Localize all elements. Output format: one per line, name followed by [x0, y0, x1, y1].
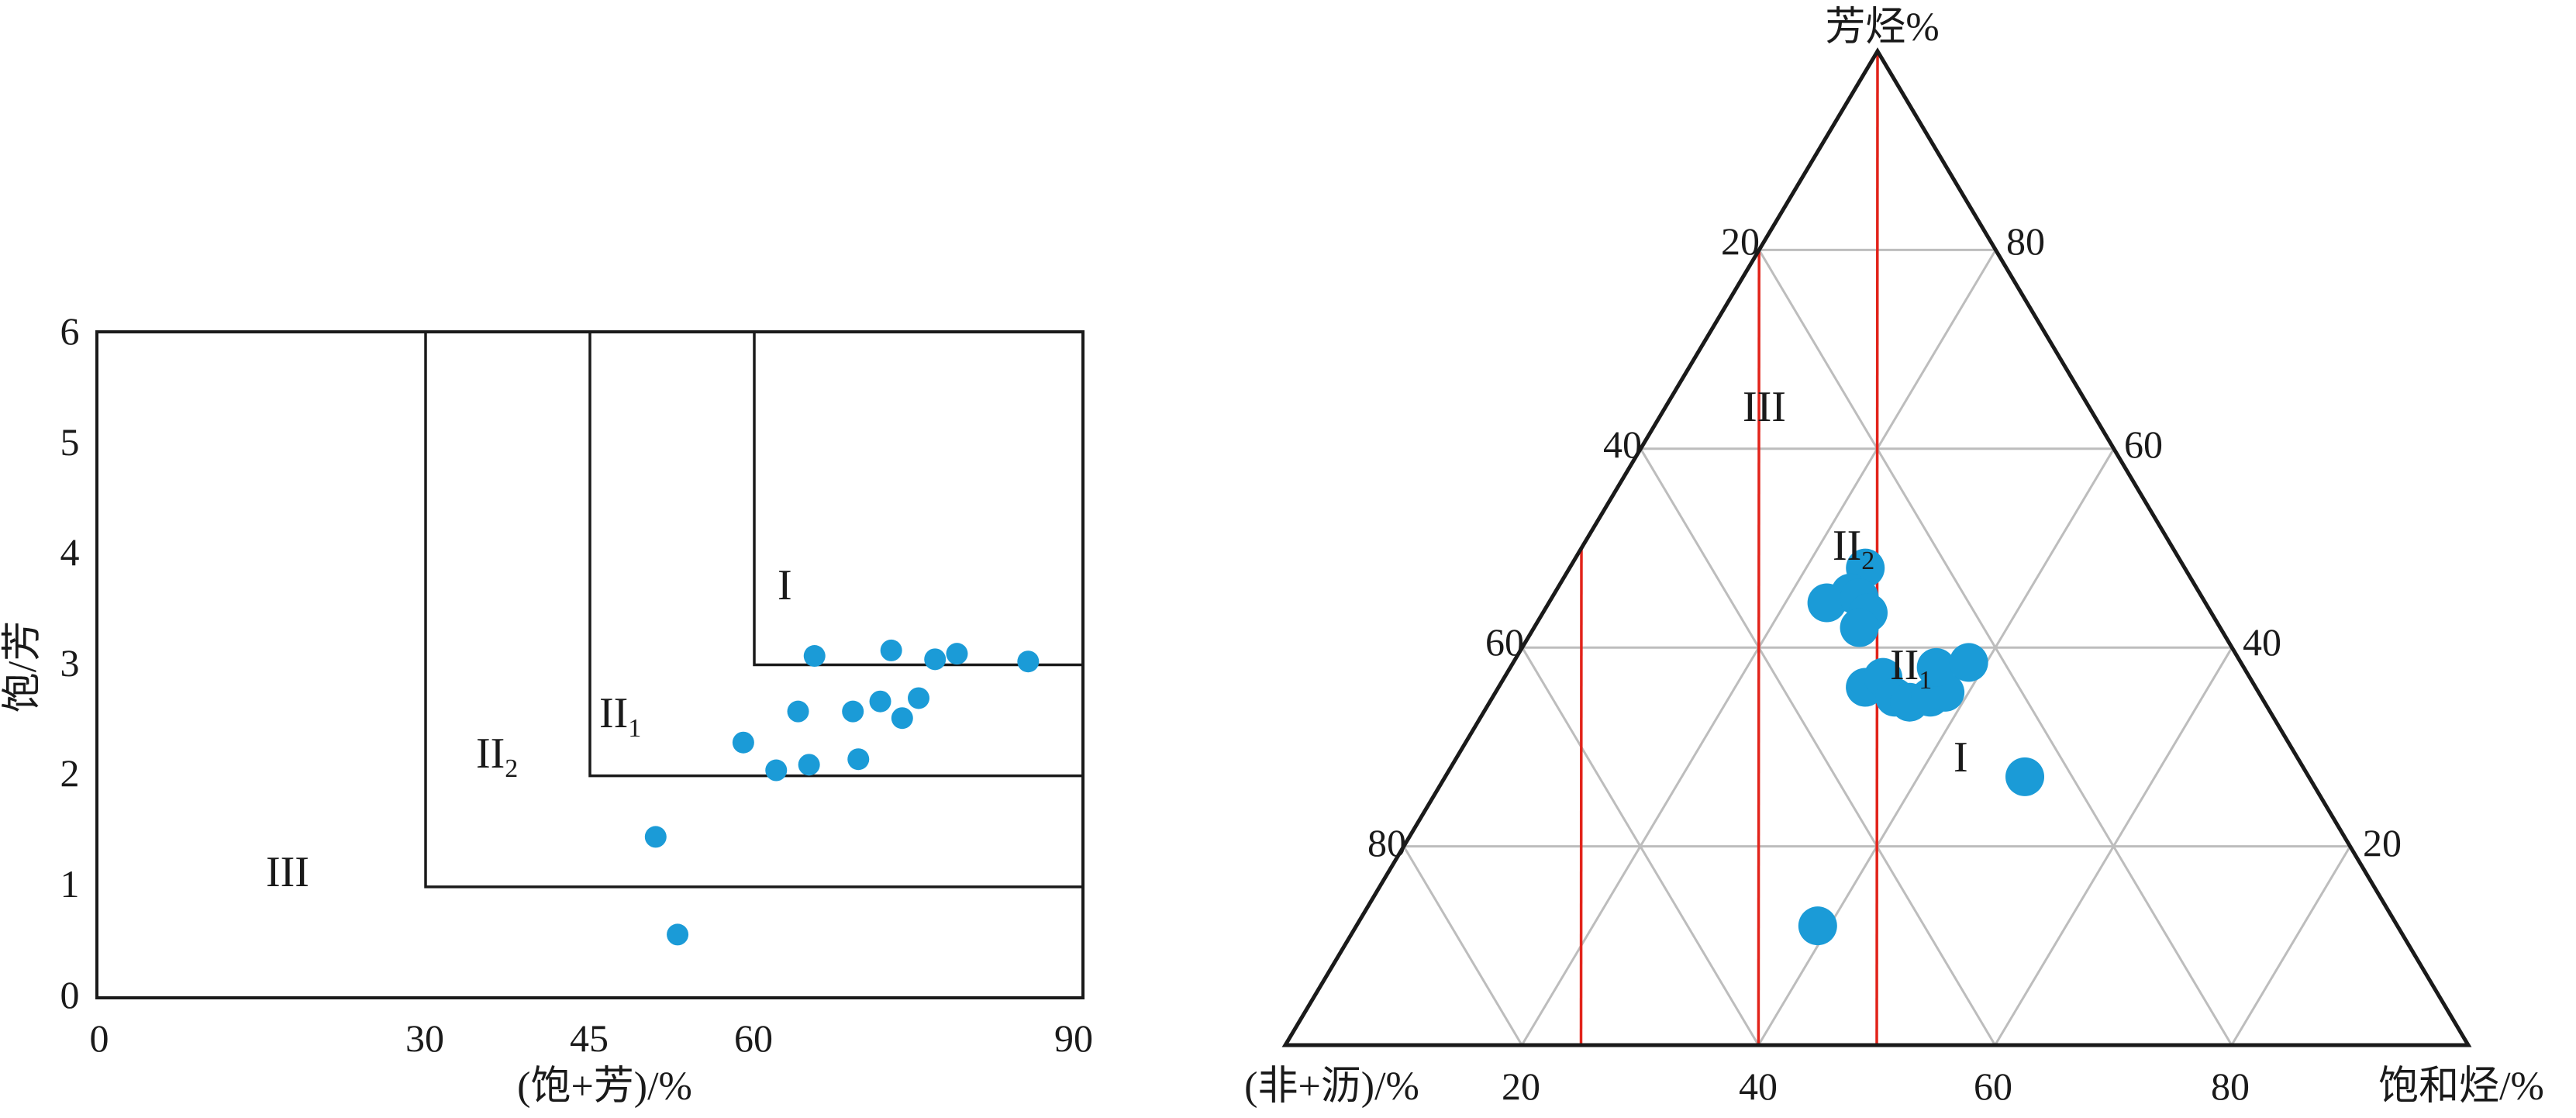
tick-label: 40 — [1739, 1065, 1778, 1108]
y-tick-label: 2 — [60, 751, 80, 795]
zone-boundary-line — [588, 332, 1083, 778]
data-point — [842, 700, 864, 723]
grid-line — [1402, 845, 1523, 1046]
x-tick-label: 30 — [405, 1016, 444, 1060]
zone-label-II2: II2 — [1833, 522, 1874, 575]
y-tick-label: 5 — [60, 420, 80, 464]
data-point — [787, 700, 809, 723]
data-point — [1949, 643, 1988, 682]
tick-label: 40 — [2243, 620, 2281, 664]
zone-label-II1: II1 — [1890, 641, 1932, 695]
y-tick-label: 3 — [60, 641, 80, 685]
data-point — [1840, 608, 1879, 647]
grid-line — [2230, 845, 2351, 1046]
data-point — [798, 754, 820, 776]
data-point — [732, 731, 754, 754]
zone-boundary-line — [424, 332, 1083, 889]
data-point — [644, 826, 667, 848]
right-axis-title: 饱和烃/% — [2378, 1065, 2544, 1109]
y-axis-title: 饱/芳 — [1, 621, 45, 713]
left-edge-tick-labels: 20 40 60 80 — [1367, 219, 1760, 864]
top-axis-title: 芳烃% — [1825, 5, 1939, 50]
data-point — [924, 648, 947, 671]
tick-label: 60 — [2124, 423, 2163, 466]
zone-label-I: I — [1954, 733, 1968, 782]
data-point — [869, 690, 891, 713]
ternary-chart-right: 20 40 60 80 20 40 60 80 20 40 60 80 芳烃% … — [1244, 5, 2544, 1109]
tick-label: 20 — [2363, 821, 2402, 864]
data-points — [644, 639, 1040, 946]
data-point — [880, 639, 902, 661]
data-point — [803, 645, 826, 668]
tick-label: 20 — [1502, 1065, 1540, 1108]
tick-label: 40 — [1603, 423, 1642, 466]
zone-label-III: III — [266, 848, 309, 896]
data-point — [847, 748, 870, 771]
right-edge-tick-labels: 20 40 60 80 — [2006, 219, 2402, 864]
bottom-edge-tick-labels: 20 40 60 80 — [1502, 1065, 2250, 1108]
x-tick-labels: 0 30 45 60 90 — [90, 1016, 1094, 1060]
y-tick-label: 4 — [60, 530, 80, 574]
tick-label: 80 — [2006, 219, 2045, 263]
zone-boundaries — [424, 332, 1083, 889]
data-point — [765, 759, 788, 782]
grid-line — [1994, 647, 2233, 1046]
grid-line — [1521, 647, 1760, 1046]
zone-label-II2: II2 — [476, 730, 518, 783]
data-point — [667, 923, 689, 946]
zone-boundary-lines — [1579, 50, 1879, 1046]
data-point — [2005, 757, 2045, 796]
y-tick-labels: 0 1 2 3 4 5 6 — [60, 309, 80, 1016]
ternary-frame — [1281, 47, 2472, 1047]
grid-line — [1757, 448, 2116, 1046]
ternary-grid — [1402, 248, 2351, 1046]
plot-frame — [95, 330, 1085, 999]
data-points — [1798, 548, 2045, 946]
zone-label-II1: II1 — [599, 689, 641, 743]
tick-label: 60 — [1485, 620, 1524, 664]
tick-label: 80 — [2211, 1065, 2250, 1108]
left-axis-title: (非+沥)/% — [1244, 1065, 1419, 1109]
zone-label-III: III — [1743, 383, 1786, 431]
x-tick-label: 60 — [734, 1016, 773, 1060]
zone-label-I: I — [778, 561, 792, 609]
y-tick-label: 1 — [60, 862, 80, 906]
data-point — [908, 687, 929, 709]
tick-label: 60 — [1974, 1065, 2012, 1108]
tick-label: 20 — [1721, 219, 1760, 263]
data-point — [1916, 647, 1956, 687]
tick-label: 80 — [1367, 821, 1406, 864]
zone-boundary-line — [1757, 250, 1760, 1046]
scatter-chart-left: 0 1 2 3 4 5 6 0 30 45 60 90 (饱+芳)/% 饱/芳 … — [1, 309, 1093, 1109]
zone-boundary-line — [753, 332, 1083, 667]
data-point — [891, 707, 913, 730]
zone-boundary-line — [1579, 547, 1583, 1046]
data-point — [1798, 906, 1837, 946]
zone-boundary-line — [1875, 50, 1879, 1046]
y-tick-label: 0 — [60, 973, 80, 1016]
x-tick-label: 0 — [90, 1016, 109, 1060]
y-tick-label: 6 — [60, 309, 80, 353]
data-point — [1017, 650, 1040, 673]
x-tick-label: 90 — [1054, 1016, 1093, 1060]
data-point — [946, 643, 968, 665]
grid-line — [1640, 448, 1996, 1046]
data-point — [1807, 583, 1847, 623]
x-axis-title: (饱+芳)/% — [517, 1065, 692, 1109]
x-tick-label: 45 — [570, 1016, 609, 1060]
